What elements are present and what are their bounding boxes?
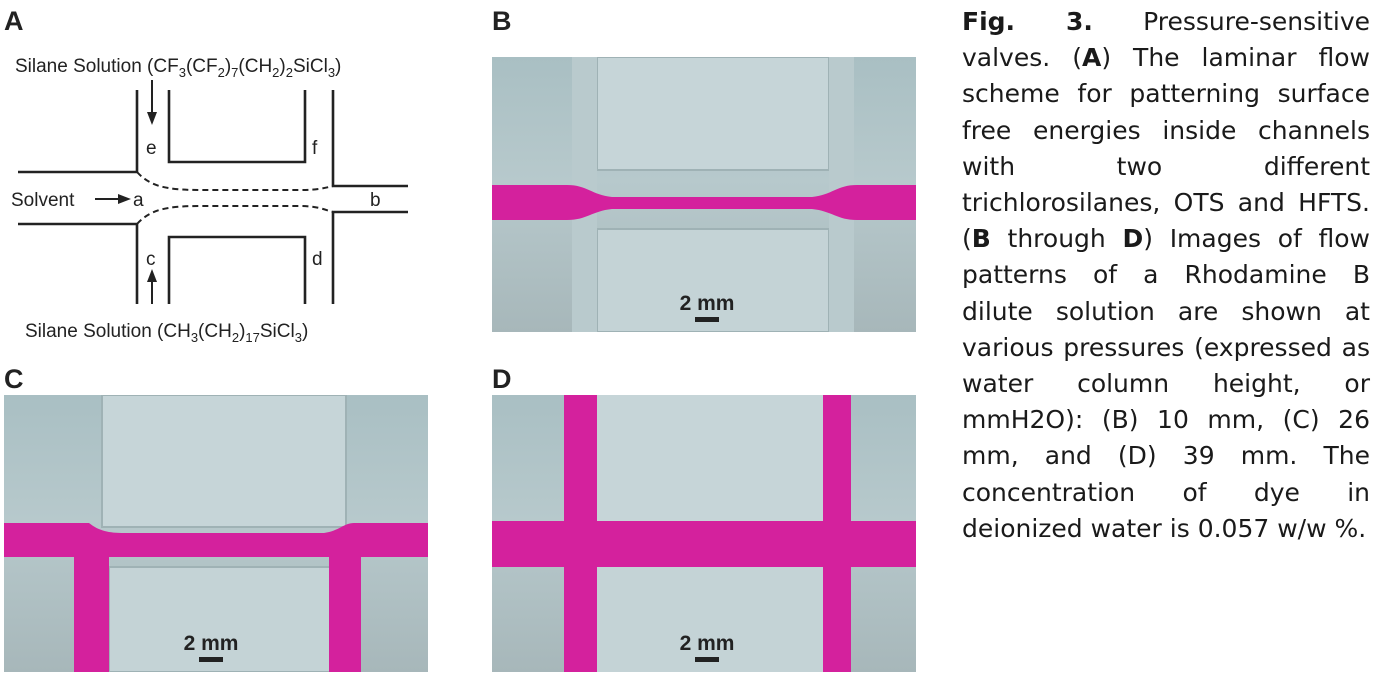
caption-through: through	[1007, 224, 1106, 254]
flow-pattern-c	[4, 395, 428, 672]
caption-title: Pressure-sensitive valves.	[962, 7, 1371, 73]
caption-fig-label: Fig. 3.	[962, 7, 1093, 36]
caption-b-label: B	[971, 224, 991, 254]
scale-bar-c: 2 mm	[176, 632, 246, 662]
micrograph-d: 2 mm	[492, 395, 916, 672]
flow-boundaries	[136, 171, 334, 225]
flow-pattern-b	[492, 57, 916, 332]
arrows	[95, 80, 153, 304]
scale-bar-b: 2 mm	[672, 292, 742, 322]
port-c-label: c	[146, 249, 156, 270]
flow-pattern-d	[492, 395, 916, 672]
port-e-label: e	[146, 138, 157, 159]
caption-a-text: The laminar flow scheme for patterning s…	[962, 43, 1370, 218]
panel-label-a: A	[4, 6, 24, 36]
caption-a-label: A	[1081, 43, 1102, 73]
caption-bd-text: Images of flow patterns of a Rhodamine B…	[962, 224, 1370, 543]
port-b-label: b	[370, 190, 381, 211]
micrograph-b: 2 mm	[492, 57, 916, 332]
panel-label-c: C	[4, 364, 24, 394]
panel-label-d: D	[492, 364, 512, 394]
bottom-silane-label: Silane Solution (CH3(CH2)17SiCl3)	[25, 321, 308, 345]
caption-d-label: D	[1122, 224, 1144, 254]
port-f-label: f	[312, 138, 318, 159]
top-silane-label: Silane Solution (CF3(CF2)7(CH2)2SiCl3)	[15, 56, 341, 80]
figure-caption: Fig. 3. Pressure-sensitive valves. (A) T…	[962, 7, 1371, 543]
arrowheads	[118, 112, 157, 282]
scale-bar-d: 2 mm	[672, 632, 742, 662]
laminar-flow-schematic: Silane Solution (CF3(CF2)7(CH2)2SiCl3) S…	[11, 56, 408, 345]
panel-label-b: B	[492, 6, 512, 36]
port-a-label: a	[133, 190, 144, 211]
channel-walls	[18, 90, 408, 304]
port-d-label: d	[312, 249, 323, 270]
solvent-label: Solvent	[11, 190, 75, 211]
micrograph-c: 2 mm	[4, 395, 428, 672]
